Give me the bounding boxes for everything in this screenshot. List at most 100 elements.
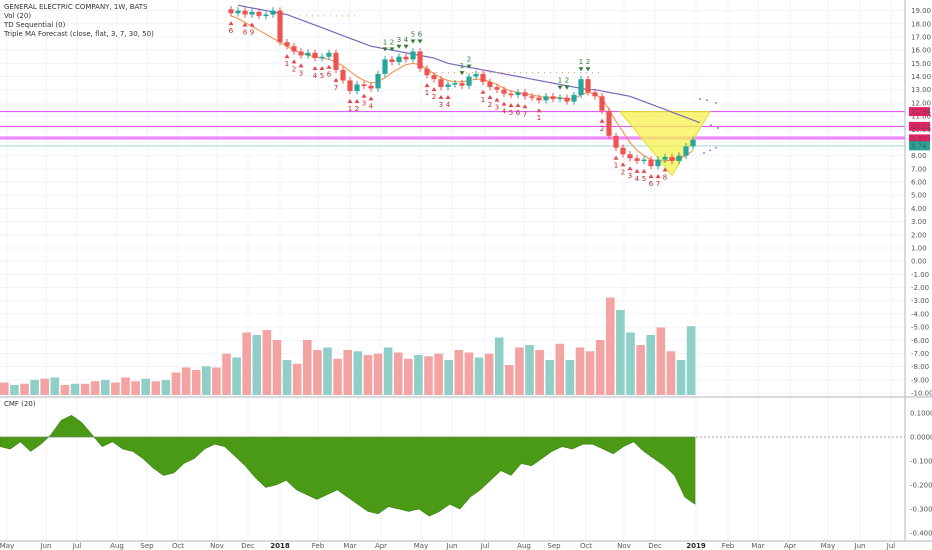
cmf-tick-label: -0.4000 [910, 530, 932, 538]
time-tick-label: Apr [784, 542, 796, 550]
candle-body [494, 87, 500, 90]
td-triangle-up [599, 118, 605, 123]
legend-triple-ma[interactable]: Triple MA Forecast (close, flat, 3, 7, 3… [4, 30, 154, 38]
volume-bar [20, 383, 29, 395]
time-tick-label: May [0, 542, 14, 550]
td-triangle-up [522, 104, 528, 109]
td-triangle-up [333, 77, 339, 82]
td-count-label: 8 [243, 29, 247, 37]
legend-symbol[interactable]: GENERAL ELECTRIC COMPANY, 1W, BATS [4, 3, 148, 11]
volume-bar [40, 378, 49, 395]
volume-bar [252, 335, 262, 395]
volume-bar [70, 383, 80, 395]
td-triangle-up [312, 66, 318, 71]
candle-body [578, 79, 584, 95]
volume-bar [111, 382, 120, 395]
volume-bar [141, 378, 150, 395]
td-triangle-down [466, 64, 472, 69]
candle-body [431, 75, 437, 80]
td-triangle-down [417, 39, 423, 44]
forecast-dot [715, 146, 717, 149]
volume-bar [484, 353, 494, 395]
td-count-label: 7 [334, 84, 338, 92]
td-count-label: 1 [481, 96, 485, 104]
td-triangle-up [655, 174, 661, 179]
price-tick-label: -5.00 [911, 324, 929, 332]
time-tick-label: Jun [854, 542, 866, 550]
volume-bar [202, 366, 211, 395]
horizontal-levels [0, 111, 905, 147]
candle-body [655, 159, 661, 167]
candle-body [606, 110, 612, 136]
td-triangle-down [396, 44, 402, 49]
time-tick-label: May [414, 542, 428, 550]
candle-body [571, 94, 577, 102]
candle-body [683, 146, 689, 156]
candle-body [480, 73, 486, 82]
price-axis[interactable]: 19.00 18.00 17.00 16.00 15.00 14.00 13.00 12.00… [911, 7, 932, 397]
time-tick-label: Oct [580, 542, 592, 550]
td-triangle-up [368, 96, 374, 101]
time-tick-label: Dec [648, 542, 662, 550]
candle-body [396, 56, 402, 63]
volume-bar [686, 326, 696, 395]
volume-bar [606, 297, 615, 395]
td-triangle-up [662, 167, 668, 172]
time-tick-label: May [821, 542, 835, 550]
candle-body [361, 84, 367, 86]
price-label-text: 10.22 [911, 123, 931, 131]
candle-body [690, 139, 696, 147]
td-triangle-up [515, 102, 521, 107]
volume-bar [303, 340, 312, 395]
price-label-text: 8.74 [911, 142, 927, 150]
volume-bar [262, 330, 272, 395]
td-count-label: 2 [621, 168, 625, 176]
volume-bar [656, 327, 666, 395]
time-tick-label: Jul [480, 542, 490, 550]
time-tick-label: 2019 [686, 542, 706, 550]
td-triangle-down [389, 47, 395, 52]
td-count-label: 1 [460, 62, 464, 70]
price-tick-label: 5.00 [911, 192, 927, 200]
volume-bar [636, 345, 645, 395]
volume-bar [626, 332, 635, 395]
volume-bar [434, 353, 443, 395]
volume-bar [181, 367, 191, 395]
candle-body [319, 56, 325, 59]
volume-bar [50, 377, 60, 395]
volume-bar [505, 365, 514, 395]
volume-bar [595, 340, 605, 395]
candle-body [669, 156, 675, 161]
legend-volume[interactable]: Vol (20) [4, 12, 32, 20]
candle-body [613, 135, 619, 148]
td-count-label: 2 [586, 58, 590, 66]
price-tick-label: 0.00 [911, 258, 927, 266]
price-label-text: 11.34 [911, 108, 932, 116]
legend-td-sequential[interactable]: TD Sequential (0) [4, 21, 66, 29]
forecast-dot [699, 98, 701, 100]
td-triangle-down [382, 47, 388, 52]
td-count-label: 4 [446, 101, 451, 109]
time-tick-label: Feb [722, 542, 735, 550]
td-count-label: 1 [537, 114, 541, 122]
td-count-label: 8 [663, 174, 667, 182]
time-axis[interactable]: May Jun Jul Aug Sep Oct Nov Dec 2018 Feb Mar Apr May… [0, 542, 895, 550]
legend-cmf-label[interactable]: CMF (20) [4, 400, 36, 408]
price-tick-label: 8.00 [911, 152, 927, 160]
td-count-label: 1 [285, 60, 289, 68]
price-tick-label: 19.00 [911, 7, 931, 15]
candle-body [389, 59, 395, 63]
td-count-label: 1 [558, 77, 562, 85]
td-count-label: 3 [628, 172, 632, 180]
candle-body [648, 159, 654, 167]
price-tick-label: 14.00 [911, 73, 931, 81]
volume-bar [494, 337, 504, 395]
candle-body [312, 52, 318, 59]
volume-bar [161, 380, 171, 395]
forecast-dot [717, 127, 719, 129]
